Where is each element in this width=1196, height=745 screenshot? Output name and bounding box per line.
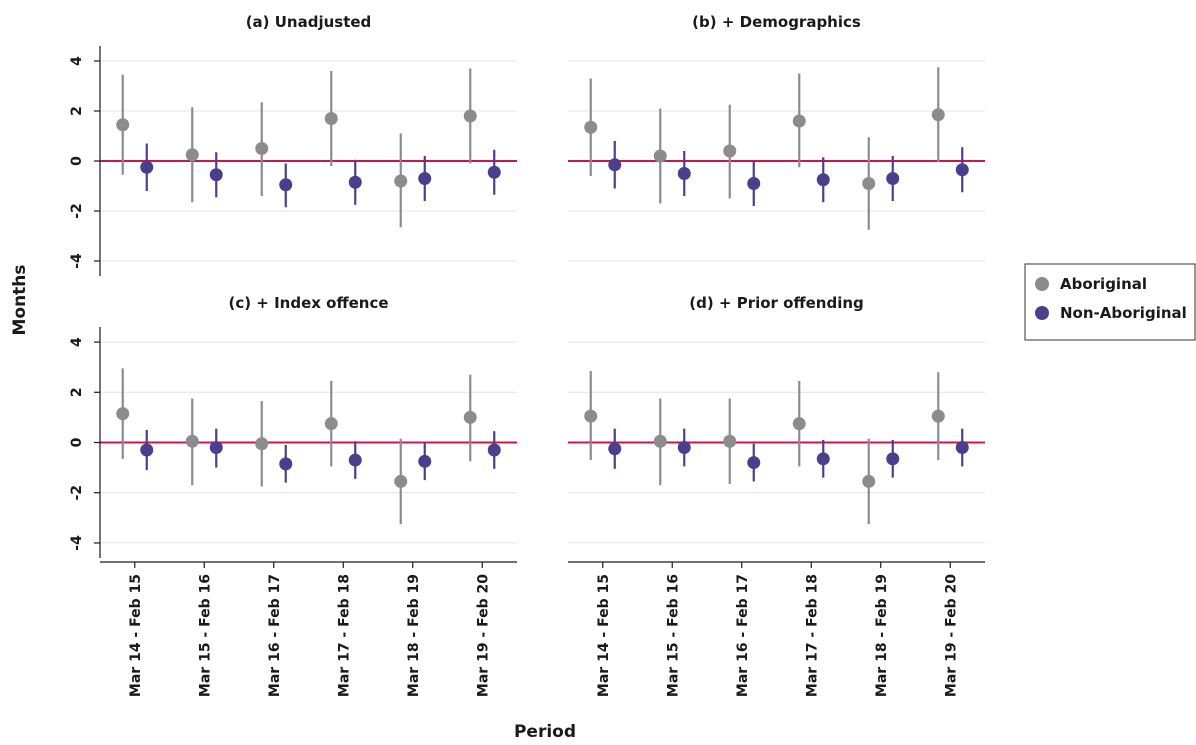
point-non-aboriginal [209, 168, 223, 182]
legend-label-non-aboriginal: Non-Aboriginal [1060, 304, 1187, 322]
y-axis-title: Months [10, 264, 30, 335]
point-aboriginal [862, 474, 876, 488]
x-category-label: Mar 14 - Feb 15 [128, 574, 144, 697]
point-aboriginal [185, 148, 199, 162]
point-aboriginal [255, 437, 269, 451]
y-tick-label: 4 [69, 56, 85, 66]
point-non-aboriginal [279, 457, 293, 471]
point-non-aboriginal [816, 173, 830, 187]
panel-title: (c) + Index offence [228, 294, 388, 312]
point-non-aboriginal [747, 177, 761, 190]
point-non-aboriginal [955, 441, 969, 455]
x-category-label: Mar 15 - Feb 16 [665, 574, 681, 697]
point-aboriginal [723, 144, 737, 158]
y-tick-label: 2 [69, 387, 85, 397]
panel-title: (d) + Prior offending [689, 294, 864, 312]
point-aboriginal [653, 434, 667, 448]
point-non-aboriginal [608, 442, 622, 456]
y-tick-label: -2 [69, 485, 85, 501]
point-aboriginal [584, 409, 598, 423]
point-non-aboriginal [418, 454, 432, 468]
x-category-label: Mar 16 - Feb 17 [267, 574, 283, 697]
panel-3: Mar 14 - Feb 15 Mar 15 - Feb 16 Mar 16 - F… [568, 294, 985, 697]
point-non-aboriginal [886, 172, 900, 185]
point-non-aboriginal [279, 178, 293, 192]
point-non-aboriginal [955, 163, 969, 177]
y-tick-label: 0 [69, 156, 85, 166]
panel-title: (a) Unadjusted [246, 13, 372, 31]
panel-1: (b) + Demographics [568, 13, 985, 262]
point-non-aboriginal [747, 456, 761, 470]
point-non-aboriginal [886, 452, 900, 466]
point-aboriginal [931, 108, 945, 122]
point-non-aboriginal [677, 441, 691, 455]
x-category-label: Mar 17 - Feb 18 [804, 574, 820, 697]
x-category-label: Mar 19 - Feb 20 [475, 574, 491, 697]
y-tick-label: -4 [69, 535, 85, 551]
panel-title: (b) + Demographics [692, 13, 861, 31]
legend: Aboriginal Non-Aboriginal [1024, 263, 1196, 341]
y-tick-label: 4 [69, 337, 85, 347]
point-non-aboriginal [140, 443, 154, 457]
point-aboriginal [116, 407, 130, 421]
legend-marker-aboriginal [1035, 277, 1049, 291]
point-aboriginal [324, 112, 338, 125]
x-category-label: Mar 19 - Feb 20 [943, 574, 959, 697]
legend-marker-non-aboriginal [1035, 306, 1049, 320]
x-category-label: Mar 15 - Feb 16 [197, 574, 213, 697]
x-category-label: Mar 18 - Feb 19 [874, 574, 890, 697]
point-non-aboriginal [677, 167, 691, 180]
point-aboriginal [792, 417, 806, 431]
y-tick-label: 2 [69, 106, 85, 116]
point-aboriginal [116, 118, 130, 132]
point-aboriginal [723, 434, 737, 448]
y-tick-label: -2 [69, 203, 85, 219]
panel-2: -4 -2 0 2 4 Mar 14 - Feb 15 Mar 15 - Feb 16 Mar… [69, 294, 517, 697]
point-aboriginal [653, 149, 667, 163]
x-category-label: Mar 16 - Feb 17 [735, 574, 751, 697]
y-tick-label: 0 [69, 437, 85, 447]
y-tick-label: -4 [69, 253, 85, 269]
point-aboriginal [394, 474, 408, 488]
x-category-label: Mar 18 - Feb 19 [406, 574, 422, 697]
point-aboriginal [463, 410, 477, 424]
x-category-label: Mar 14 - Feb 15 [596, 574, 612, 697]
point-aboriginal [463, 109, 477, 123]
x-axis-title: Period [514, 722, 576, 742]
point-non-aboriginal [487, 165, 501, 179]
point-aboriginal [792, 114, 806, 128]
point-aboriginal [394, 174, 408, 188]
panel-0: -4 -2 0 2 4 (a) Unadjusted [69, 13, 517, 276]
point-non-aboriginal [487, 443, 501, 457]
legend-label-aboriginal: Aboriginal [1060, 275, 1147, 293]
legend-box [1024, 263, 1196, 341]
point-non-aboriginal [140, 160, 154, 174]
point-non-aboriginal [348, 175, 362, 189]
point-non-aboriginal [209, 441, 223, 455]
point-aboriginal [255, 142, 269, 155]
point-non-aboriginal [608, 158, 622, 172]
point-aboriginal [185, 434, 199, 448]
point-aboriginal [584, 120, 598, 134]
point-aboriginal [931, 409, 945, 423]
point-non-aboriginal [418, 172, 432, 185]
point-aboriginal [862, 177, 876, 190]
point-non-aboriginal [348, 453, 362, 467]
x-category-label: Mar 17 - Feb 18 [336, 574, 352, 697]
point-non-aboriginal [816, 452, 830, 466]
panels-layer: -4 -2 0 2 4 (a) Unadjusted (b) + Demographics -… [69, 13, 985, 697]
point-aboriginal [324, 417, 338, 431]
